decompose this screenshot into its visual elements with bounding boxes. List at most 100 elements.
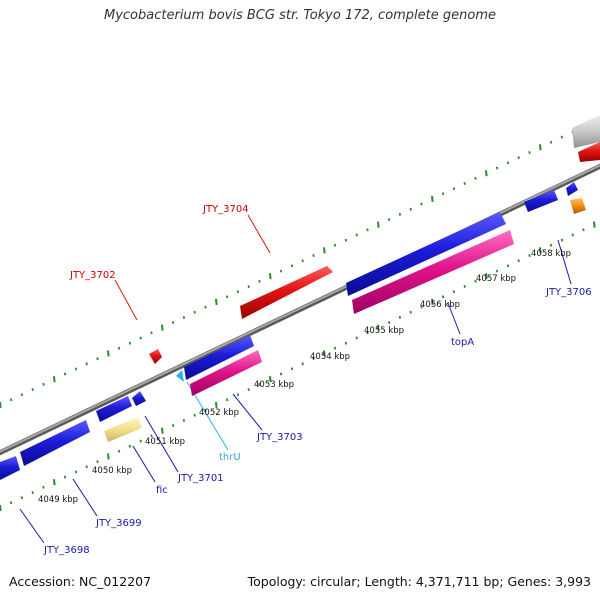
gene-jty3703-magenta: [190, 350, 262, 396]
kbp-label-4058: 4058 kbp: [531, 249, 571, 259]
outer-minor-tick: [366, 228, 369, 232]
accession-text: Accession: NC_012207: [9, 574, 152, 589]
inner-major-tick: [107, 453, 110, 460]
inner-major-tick: [215, 401, 218, 409]
kbp-label-4053: 4053 kbp: [254, 380, 294, 390]
gene-orange-right: [570, 198, 586, 214]
inner-minor-tick: [387, 321, 391, 325]
outer-tick-row: [0, 118, 596, 409]
outer-minor-tick: [74, 367, 78, 371]
gene-label-jty3704: JTY_3704: [202, 204, 249, 215]
gene-topa-blue: [346, 212, 506, 296]
inner-minor-tick: [128, 444, 132, 448]
outer-minor-tick: [225, 295, 229, 299]
inner-major-tick: [593, 221, 596, 228]
outer-major-tick: [431, 195, 434, 202]
outer-minor-tick: [441, 192, 445, 196]
outer-minor-tick: [31, 388, 34, 392]
outer-minor-tick: [463, 181, 466, 185]
outer-minor-tick: [9, 398, 13, 402]
inner-minor-tick: [117, 449, 121, 453]
outer-minor-tick: [139, 336, 142, 340]
inner-minor-tick: [20, 496, 24, 500]
outer-minor-tick: [528, 151, 531, 155]
inner-minor-tick: [366, 331, 369, 335]
outer-minor-tick: [247, 285, 250, 289]
gene-label-topa: topA: [451, 337, 474, 348]
outer-major-tick: [485, 170, 488, 177]
gene-label-thru: thrU: [219, 452, 241, 463]
gene-jty3704: [240, 266, 333, 319]
inner-major-tick: [53, 479, 56, 486]
inner-minor-tick: [441, 295, 445, 299]
inner-minor-tick: [204, 408, 207, 412]
gene-jty3701: [96, 396, 132, 422]
outer-major-tick: [161, 324, 164, 331]
gene-fic: [104, 417, 142, 442]
inner-minor-tick: [96, 460, 99, 464]
outer-major-tick: [323, 247, 326, 254]
outer-minor-tick: [312, 254, 315, 258]
inner-major-tick: [431, 298, 434, 305]
outer-minor-tick: [204, 305, 207, 309]
gene-label-jty3703: JTY_3703: [256, 432, 303, 443]
gene-jty3699: [20, 420, 90, 466]
inner-minor-tick: [31, 491, 34, 495]
inner-minor-tick: [193, 413, 196, 417]
gene-label-jty3706: JTY_3706: [545, 287, 592, 298]
inner-minor-tick: [571, 233, 574, 237]
gene-jty3703-blue: [184, 335, 254, 380]
inner-minor-tick: [560, 238, 564, 242]
inner-minor-tick: [528, 254, 531, 258]
gene-label-jty3701: JTY_3701: [177, 473, 224, 484]
inner-major-tick: [539, 247, 542, 254]
outer-major-tick: [53, 376, 56, 383]
map-title: Mycobacterium bovis BCG str. Tokyo 172, …: [104, 8, 496, 23]
kbp-label-4049: 4049 kbp: [38, 495, 78, 505]
outer-minor-tick: [344, 238, 348, 242]
outer-major-tick: [107, 350, 110, 357]
inner-minor-tick: [42, 485, 45, 489]
outer-minor-tick: [182, 315, 186, 319]
inner-minor-tick: [517, 259, 520, 263]
inner-minor-tick: [9, 501, 13, 505]
inner-minor-tick: [171, 424, 175, 428]
outer-major-tick: [215, 298, 218, 306]
inner-minor-tick: [549, 243, 553, 247]
leader-line-jty3704: [247, 214, 271, 254]
inner-major-tick: [377, 324, 380, 331]
gene-jty3702: [149, 349, 162, 364]
gene-topa-magenta: [352, 230, 514, 314]
outer-minor-tick: [420, 202, 423, 206]
inner-minor-tick: [290, 367, 294, 371]
inner-minor-tick: [398, 315, 402, 319]
outer-minor-tick: [333, 243, 337, 247]
gene-blue-right-small: [566, 182, 578, 196]
leader-line-jty3698: [19, 508, 45, 544]
inner-minor-tick: [247, 388, 250, 392]
inner-major-tick: [323, 350, 326, 357]
inner-minor-tick: [312, 357, 315, 361]
outer-minor-tick: [409, 207, 412, 211]
inner-minor-tick: [582, 228, 585, 232]
outer-minor-tick: [355, 233, 358, 237]
outer-minor-tick: [387, 218, 391, 222]
inner-minor-tick: [452, 290, 456, 294]
outer-minor-tick: [96, 357, 99, 361]
leader-line-jty3703: [232, 393, 263, 431]
outer-minor-tick: [506, 161, 510, 165]
gene-label-jty3699: JTY_3699: [95, 518, 142, 529]
leader-line-jty3706: [557, 239, 572, 285]
gene-labels: JTY_3704 JTY_3702 JTY_3706 topA JTY_3703…: [43, 204, 592, 556]
genome-backbone: [0, 163, 600, 456]
outer-minor-tick: [171, 321, 175, 325]
outer-major-tick: [539, 144, 542, 151]
leader-line-topa: [447, 302, 461, 335]
inner-minor-tick: [279, 372, 283, 376]
gene-label-jty3702: JTY_3702: [69, 270, 116, 281]
outer-minor-tick: [452, 187, 456, 191]
kbp-label-4055: 4055 kbp: [364, 326, 404, 336]
gene-label-fic: fic: [156, 485, 168, 496]
outer-minor-tick: [279, 269, 283, 273]
